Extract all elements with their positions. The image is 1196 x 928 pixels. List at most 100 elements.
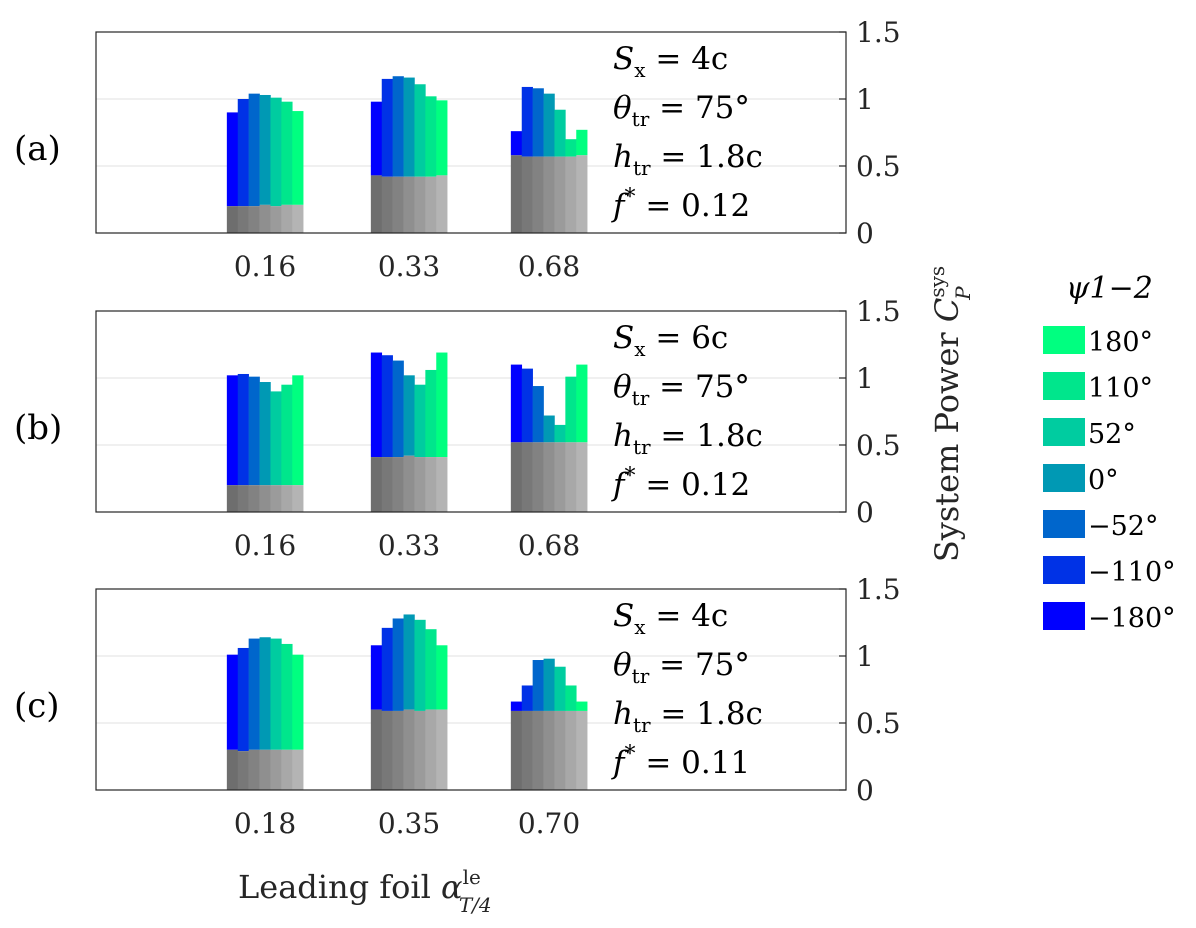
- bar-power-0.70-5: [565, 685, 577, 711]
- bar-base-0.68-5: [565, 156, 577, 233]
- bar-power-0.16-3: [259, 94, 271, 205]
- legend-label: −52°: [1088, 511, 1158, 542]
- bar-power-0.16-3: [259, 382, 271, 486]
- bar-power-0.33-4: [414, 84, 426, 177]
- axes-box: [95, 310, 847, 513]
- y-tick-label: 1: [856, 362, 874, 395]
- bar-base-0.33-0: [370, 457, 383, 512]
- annotation-sx-value: = 4c: [646, 598, 729, 634]
- x-tick-label: 0.16: [234, 529, 296, 562]
- annotation-theta-sub: tr: [632, 386, 650, 410]
- annotation-h-symbol: h: [613, 418, 633, 454]
- bar-base-0.16-0: [226, 206, 239, 233]
- x-tick-label: 0.68: [518, 529, 580, 562]
- bar-base-0.68-6: [576, 442, 588, 512]
- legend-label: 52°: [1088, 419, 1136, 450]
- bar-base-0.70-1: [521, 710, 533, 790]
- bar-power-0.16-6: [292, 375, 304, 486]
- bar-base-0.16-1: [237, 485, 249, 512]
- bar-power-0.68-5: [565, 376, 577, 443]
- annotation-sx-symbol: S: [613, 41, 634, 77]
- bar-power-0.35-0: [370, 645, 383, 710]
- x-axis-title-symbol: α: [441, 868, 463, 906]
- bar-power-0.33-5: [425, 369, 437, 458]
- bar-power-0.33-4: [414, 384, 426, 458]
- legend-swatch: [1043, 602, 1085, 630]
- bar-power-0.68-2: [532, 386, 544, 443]
- annotation-f: f* = 0.11: [611, 742, 750, 781]
- bar-power-0.68-2: [532, 88, 544, 157]
- x-tick-label: 0.33: [378, 250, 440, 283]
- annotation-theta: θtr = 75°: [613, 647, 750, 688]
- annotation-sx-sub: x: [634, 58, 646, 82]
- y-axis-title: System Power Csys P: [925, 266, 975, 562]
- bar-power-0.33-0: [370, 101, 383, 176]
- bar-power-0.35-2: [392, 618, 404, 711]
- y-tick-label: 0: [856, 217, 874, 250]
- bar-base-0.18-0: [226, 749, 239, 790]
- annotation-theta-sub: tr: [632, 664, 650, 688]
- bar-power-0.68-4: [554, 424, 566, 443]
- bar-power-0.68-6: [576, 364, 588, 443]
- y-tick-label: 0.5: [856, 150, 901, 183]
- y-tick-label: 0.5: [856, 707, 901, 740]
- annotation-h-value: = 1.8c: [651, 418, 763, 454]
- y-tick-label: 1.5: [856, 16, 901, 49]
- annotation-theta-symbol: θ: [613, 90, 632, 126]
- panel-label: (c): [14, 686, 60, 726]
- bar-power-0.68-6: [576, 129, 588, 156]
- annotation-theta-symbol: θ: [613, 369, 632, 405]
- legend-swatch: [1043, 464, 1085, 492]
- bar-power-0.33-3: [403, 77, 415, 177]
- bar-base-0.16-2: [248, 485, 260, 512]
- annotation-h-symbol: h: [613, 139, 633, 175]
- bar-base-0.70-4: [554, 710, 566, 790]
- bar-base-0.16-6: [292, 204, 304, 233]
- bar-base-0.16-6: [292, 485, 304, 512]
- bar-base-0.68-5: [565, 442, 577, 512]
- annotation-f-value: = 0.12: [635, 467, 750, 503]
- y-axis-title-symbol: C: [928, 298, 966, 322]
- bar-base-0.35-3: [403, 709, 415, 790]
- annotation-f-sup: *: [624, 185, 635, 210]
- annotation-theta: θtr = 75°: [613, 369, 750, 410]
- legend: ψ1−2 180° 110° 52° 0° −52° −110° −180°: [1043, 271, 1176, 634]
- legend-swatch: [1043, 372, 1085, 400]
- bar-power-0.33-1: [381, 355, 393, 458]
- bar-base-0.70-5: [565, 710, 577, 790]
- bar-power-0.33-2: [392, 76, 404, 177]
- y-tick-label: 0: [856, 496, 874, 529]
- bar-power-0.33-6: [436, 352, 448, 458]
- annotation-f-value: = 0.12: [635, 188, 750, 224]
- legend-label: −180°: [1088, 603, 1176, 634]
- x-tick-label: 0.70: [518, 807, 580, 840]
- bar-base-0.68-1: [521, 156, 533, 233]
- bar-base-0.16-4: [270, 206, 282, 233]
- bar-base-0.33-1: [381, 176, 393, 233]
- x-axis-title-text: Leading foil: [238, 868, 441, 906]
- annotation-sx-value: = 6c: [646, 320, 729, 356]
- bar-base-0.33-0: [370, 175, 383, 233]
- legend-title: ψ1−2: [1066, 271, 1153, 306]
- annotation-h-value: = 1.8c: [651, 139, 763, 175]
- bar-power-0.33-1: [381, 78, 393, 177]
- bar-power-0.70-2: [532, 660, 544, 711]
- bar-base-0.70-3: [543, 710, 555, 790]
- bar-power-0.18-0: [226, 654, 239, 750]
- bar-power-0.18-1: [237, 647, 249, 752]
- annotation-theta: θtr = 75°: [613, 90, 750, 131]
- bar-base-0.18-6: [292, 749, 304, 790]
- bar-base-0.33-5: [425, 176, 437, 233]
- bar-base-0.70-0: [510, 710, 523, 790]
- bar-base-0.68-2: [532, 156, 544, 233]
- legend-swatch: [1043, 510, 1085, 538]
- bar-base-0.68-0: [510, 155, 523, 233]
- legend-swatch: [1043, 326, 1085, 354]
- bar-power-0.16-5: [281, 101, 293, 205]
- bar-power-0.35-3: [403, 614, 415, 710]
- bar-power-0.68-1: [521, 368, 533, 443]
- bar-base-0.33-6: [436, 457, 448, 512]
- bar-power-0.33-6: [436, 100, 448, 176]
- bar-base-0.33-4: [414, 176, 426, 233]
